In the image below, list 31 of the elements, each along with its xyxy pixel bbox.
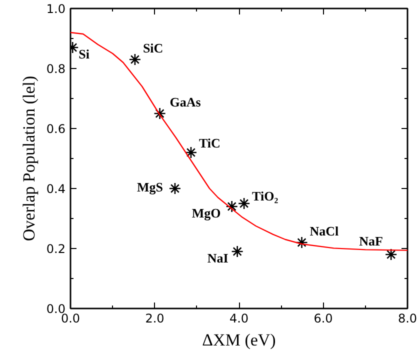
annotation: NaF (359, 234, 383, 248)
x-axis-title: ΔXM (eV) (202, 330, 276, 350)
annotation: NaI (207, 250, 228, 266)
y-tick-label: 0.8 (46, 62, 66, 76)
annotation: MgS (136, 180, 163, 194)
point (238, 197, 250, 210)
point (231, 245, 244, 258)
annotation: TiO₂ (252, 188, 278, 204)
annotation: TiC (198, 136, 220, 150)
x-tick-label: 8.0 (398, 312, 418, 326)
x-tick-label: 2.0 (145, 312, 164, 326)
y-tick-label: 0.4 (46, 182, 66, 196)
y-tick-label: 0.6 (46, 122, 66, 136)
y-axis-title: Overlap Population (lel) (19, 76, 38, 242)
x-tick-label: 4.0 (229, 312, 249, 326)
annotation: NaCl (310, 224, 340, 238)
point (128, 53, 142, 66)
point (384, 248, 398, 261)
point (168, 182, 182, 195)
annotation: MgO (192, 206, 221, 220)
point (296, 236, 308, 249)
point (226, 200, 238, 213)
point (184, 146, 198, 159)
y-tick-label: 0.2 (46, 242, 66, 256)
line-series (70, 32, 408, 251)
x-tick-label: 6.0 (314, 312, 333, 326)
point (154, 107, 166, 120)
annotation: SiC (142, 40, 164, 56)
y-tick-label: 1.0 (46, 2, 66, 16)
annotation: Si (78, 46, 90, 62)
annotation: GaAs (170, 94, 201, 110)
